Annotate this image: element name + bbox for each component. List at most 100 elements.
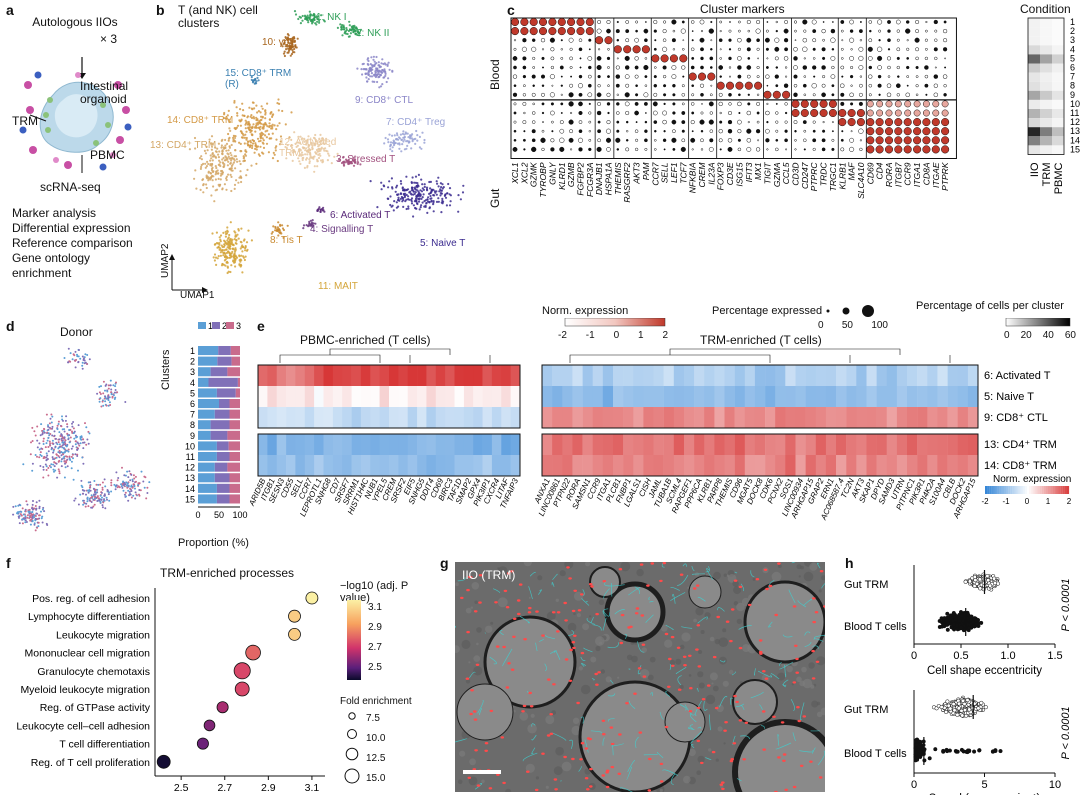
panel-e-left-title: PBMC-enriched (T cells): [300, 333, 431, 347]
process-label: Pos. reg. of cell adhesion: [32, 593, 150, 605]
tick: -2: [558, 330, 567, 341]
gene-label: AKT3: [632, 162, 642, 185]
row-label: 3: [1070, 35, 1075, 45]
umap-cluster-label: 2: NK II: [356, 28, 390, 39]
process-dot: [156, 754, 171, 769]
condition-label: PBMC: [1053, 162, 1065, 194]
donor-bar-segment: [216, 452, 230, 462]
umap-cluster-label: 15: CD8⁺ TRM (R): [225, 68, 292, 90]
heatmap-row-label: 5: Naive T: [984, 391, 1034, 403]
gene-label: CREM: [697, 162, 707, 188]
analysis-item: Reference comparison: [12, 236, 133, 250]
gene-label: CD3D: [791, 163, 801, 186]
donor-bar-segment: [231, 356, 240, 366]
donor-bar-segment: [198, 420, 211, 430]
donor-bar-segment: [229, 494, 240, 504]
panel-f-size-title: Fold enrichment: [340, 696, 412, 707]
gene-label: RORA: [884, 162, 894, 187]
gene-label: IL23A: [706, 162, 716, 185]
panel-a-trm-label: TRM: [12, 114, 38, 128]
panel-b-title: T (and NK) cell clusters: [178, 3, 258, 30]
row-label: 15: [1070, 144, 1080, 154]
donor-bar-segment: [198, 409, 215, 419]
gene-label: LEF1: [669, 162, 679, 183]
process-label: Mononuclear cell migration: [25, 648, 151, 660]
analysis-item: Gene ontology enrichment: [12, 251, 91, 280]
process-x-tick: 2.5: [174, 782, 189, 794]
donor-x-tick: 100: [232, 510, 247, 520]
gene-label: TRDC: [819, 162, 829, 186]
legend-pct-title: Percentage expressed: [712, 305, 823, 317]
gene-label: CD4: [875, 162, 885, 179]
panel-a-letter: a: [6, 2, 14, 18]
process-label: Leukocyte cell–cell adhesion: [16, 720, 150, 732]
gene-label: ITGA1: [912, 162, 922, 187]
donor-bar-segment: [227, 430, 240, 440]
panel-f-color-bar: [347, 600, 361, 680]
umap-cluster-label: 13: CD4⁺ TRM: [150, 140, 217, 151]
panel-b-xaxis: UMAP1: [180, 290, 215, 301]
tick: 7.5: [366, 713, 380, 724]
tick: 15.0: [366, 773, 386, 784]
donor-bar-segment: [228, 441, 240, 451]
donor-umap: [12, 347, 151, 532]
analysis-item: Marker analysis: [12, 206, 97, 220]
process-dot: [288, 628, 301, 641]
process-x-tick: 2.7: [217, 782, 232, 794]
panel-b-letter: b: [156, 2, 165, 18]
donor-bar-segment: [217, 356, 232, 366]
analysis-item: Differential expression: [12, 221, 131, 235]
heatmap-legend-title: Norm. expression: [993, 474, 1071, 485]
donor-bar-segment: [216, 483, 230, 493]
speed-tick: 0: [911, 779, 917, 791]
donor-x-tick: 0: [195, 510, 200, 520]
panel-f-title: TRM-enriched processes: [160, 566, 295, 580]
eccentricity-tick: 1.5: [1047, 650, 1062, 662]
donor-bar-segment: [229, 483, 240, 493]
gene-label: NFKBIA: [688, 162, 698, 193]
panel-a-top-label: Autologous IIOs: [32, 15, 118, 29]
row-label: 7: [1070, 72, 1075, 82]
row-label: 5: [1070, 53, 1075, 63]
donor-bar-segment: [210, 420, 230, 430]
process-label: Leukocyte migration: [56, 629, 150, 641]
group-label: Gut TRM: [844, 579, 888, 591]
donor-bar-segment: [214, 473, 230, 483]
heatmap-legend-tick: -1: [1002, 497, 1010, 506]
panel-g-letter: g: [440, 555, 449, 571]
panel-d-title: Donor: [60, 325, 93, 339]
microscopy-image: [455, 562, 825, 792]
legend-expression-ticks: -2 -1 0 1 2: [558, 330, 668, 341]
donor-cluster-label: 9: [190, 431, 195, 441]
umap-cluster-label: 1: NK I: [316, 12, 347, 23]
donor-bar-segment: [227, 462, 240, 472]
gene-label: XCL1: [510, 162, 520, 185]
process-x-tick: 2.9: [261, 782, 276, 794]
donor-bar-segment: [229, 420, 240, 430]
gene-label: KLRD1: [557, 162, 567, 190]
tick: 100: [871, 320, 888, 331]
gene-label: ISG15: [734, 162, 744, 186]
organoid-illustration: [19, 57, 132, 173]
panel-f-color-ticks: 3.1 2.9 2.7 2.5: [368, 598, 382, 678]
gene-label: SLC4A10: [856, 162, 866, 199]
row-label: 14: [1070, 135, 1080, 145]
tick: 1: [638, 330, 644, 341]
process-dot: [305, 591, 319, 605]
row-label: 10: [1070, 99, 1080, 109]
process-label: T cell differentiation: [59, 739, 150, 751]
donor-bar-segment: [198, 367, 211, 377]
gene-label: KLRB1: [837, 162, 847, 189]
donor-bar-segment: [198, 462, 215, 472]
donor-bar-segment: [198, 346, 219, 356]
row-label: 12: [1070, 117, 1080, 127]
donor-cluster-label: 15: [185, 494, 195, 504]
group-label: Blood T cells: [844, 621, 907, 633]
tick: 2.7: [368, 642, 382, 653]
row-label: 11: [1070, 108, 1079, 118]
donor-legend-label: 3: [236, 321, 241, 331]
umap-cluster-label: 9: CD8⁺ CTL: [355, 95, 414, 106]
panel-d-xlabel: Proportion (%): [178, 537, 249, 549]
panel-d-ylabel: Clusters: [160, 349, 172, 390]
row-label: 2: [1070, 26, 1075, 36]
